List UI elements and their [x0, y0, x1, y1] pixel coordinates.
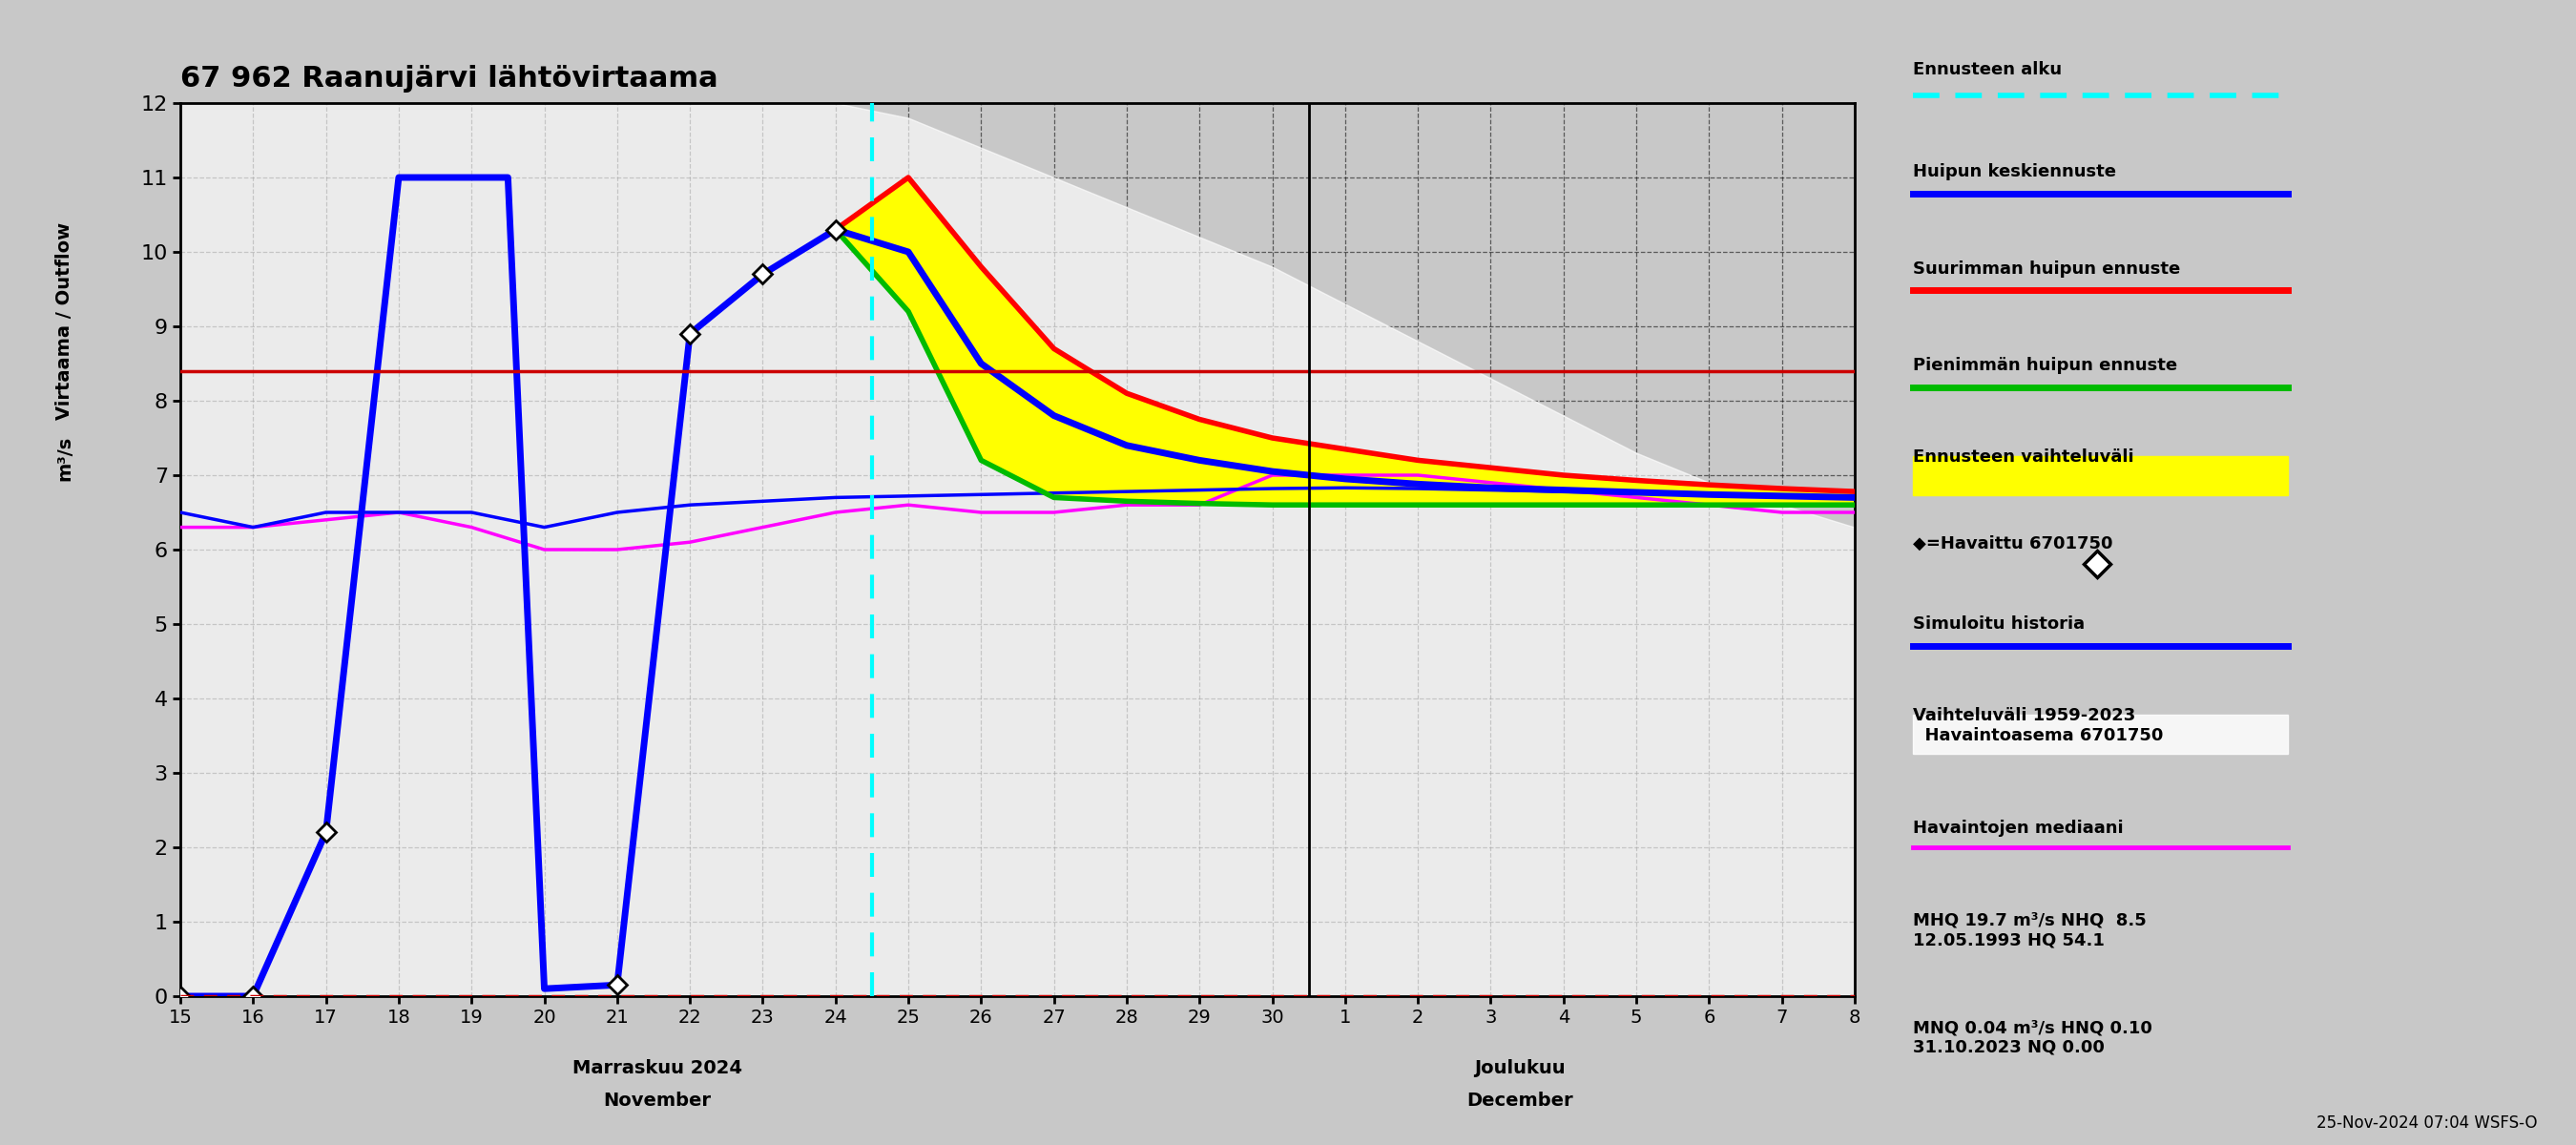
Text: Marraskuu 2024: Marraskuu 2024: [572, 1059, 742, 1077]
Text: 67 962 Raanujärvi lähtövirtaama: 67 962 Raanujärvi lähtövirtaama: [180, 65, 719, 93]
Text: Virtaama / Outflow: Virtaama / Outflow: [54, 222, 75, 419]
Text: m³/s: m³/s: [54, 435, 75, 481]
Text: Huipun keskiennuste: Huipun keskiennuste: [1914, 164, 2117, 181]
Text: Pienimmän huipun ennuste: Pienimmän huipun ennuste: [1914, 357, 2177, 374]
Text: Suurimman huipun ennuste: Suurimman huipun ennuste: [1914, 260, 2179, 277]
Text: 25-Nov-2024 07:04 WSFS-O: 25-Nov-2024 07:04 WSFS-O: [2316, 1114, 2537, 1131]
Text: MNQ 0.04 m³/s HNQ 0.10
31.10.2023 NQ 0.00: MNQ 0.04 m³/s HNQ 0.10 31.10.2023 NQ 0.0…: [1914, 1019, 2154, 1056]
Text: November: November: [603, 1091, 711, 1110]
Text: December: December: [1466, 1091, 1574, 1110]
Text: Simuloitu historia: Simuloitu historia: [1914, 616, 2084, 633]
Text: Havaintojen mediaani: Havaintojen mediaani: [1914, 820, 2123, 837]
Text: MHQ 19.7 m³/s NHQ  8.5
12.05.1993 HQ 54.1: MHQ 19.7 m³/s NHQ 8.5 12.05.1993 HQ 54.1: [1914, 911, 2146, 948]
Text: Joulukuu: Joulukuu: [1473, 1059, 1566, 1077]
Text: ◆=Havaittu 6701750: ◆=Havaittu 6701750: [1914, 535, 2112, 552]
Text: Ennusteen alku: Ennusteen alku: [1914, 61, 2061, 78]
Text: Vaihteluväli 1959-2023
  Havaintoasema 6701750: Vaihteluväli 1959-2023 Havaintoasema 670…: [1914, 706, 2164, 744]
Text: Ennusteen vaihteluväli: Ennusteen vaihteluväli: [1914, 449, 2133, 466]
Bar: [1914, 456, 2287, 495]
Bar: [1914, 714, 2287, 753]
